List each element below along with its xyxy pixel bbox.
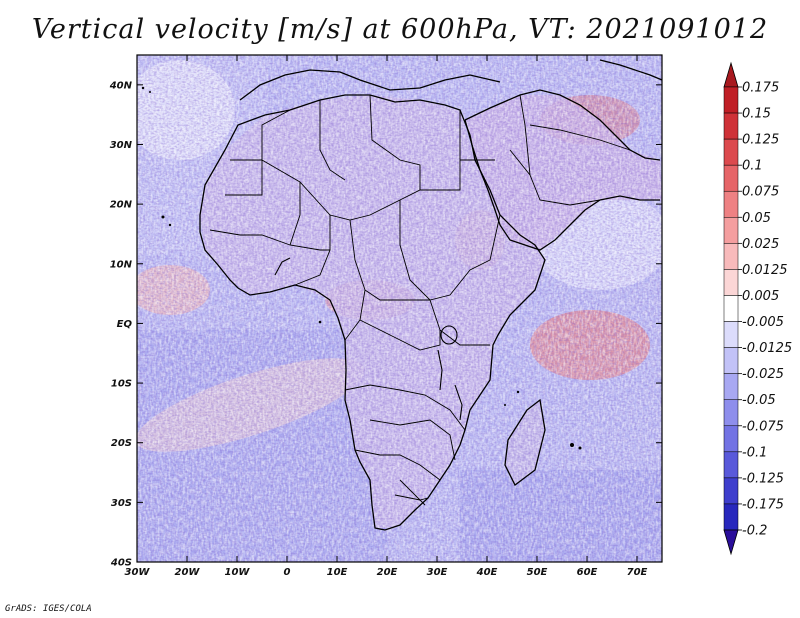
country-borders [209, 94, 631, 506]
colorbar-swatch [723, 451, 739, 479]
colorbar-label: 0.025 [742, 237, 779, 252]
colorbar-label: 0.005 [742, 289, 779, 304]
colorbar-swatch [723, 321, 739, 348]
colorbar-label: -0.175 [742, 497, 784, 512]
colorbar-swatch [723, 373, 739, 400]
colorbar-swatch [723, 138, 739, 166]
colorbar-swatch [723, 86, 739, 114]
lat-tick-label: 20N [110, 200, 133, 211]
lakes [274, 257, 463, 421]
lat-tick-label: 30N [110, 140, 133, 151]
colorbar-label: -0.05 [742, 393, 776, 408]
map-plot-area [137, 55, 662, 562]
colorbar-swatch [723, 347, 739, 374]
colorbar-swatch [723, 399, 739, 427]
colorbar-label: -0.075 [742, 419, 784, 434]
lon-tick-label: 70E [627, 567, 648, 578]
lat-tick-label: 10S [111, 379, 132, 390]
colorbar-label: -0.2 [742, 524, 767, 539]
colorbar-swatch [723, 243, 739, 270]
map-frame [136, 54, 663, 563]
colorbar-swatch [723, 217, 739, 244]
colorbar: 0.175 0.15 0.125 0.1 0.075 0.05 0.025 0.0125 0.0… [723, 61, 792, 556]
map-title: Vertical velocity [m/s] at 600hPa, VT: 2… [31, 14, 769, 45]
lon-tick-label: 10W [225, 567, 251, 578]
colorbar-swatch [723, 190, 739, 218]
latitude-axis: 40N 30N 20N 10N EQ 10S 20S 30S 40S [109, 80, 662, 569]
colorbar-label: 0.075 [742, 185, 779, 200]
colorbar-label: 0.15 [742, 107, 771, 122]
islands [141, 86, 582, 450]
lat-tick-label: 40S [110, 558, 132, 569]
colorbar-label: -0.125 [742, 471, 784, 486]
lon-tick-label: 50E [527, 567, 548, 578]
colorbar-label: -0.005 [742, 315, 784, 330]
colorbar-swatch [723, 477, 739, 505]
lat-tick-label: EQ [117, 319, 133, 330]
lon-tick-label: 30E [427, 567, 448, 578]
colorbar-label: 0.0125 [742, 263, 788, 278]
colorbar-label: 0.175 [742, 81, 779, 96]
colorbar-top-arrow [723, 61, 739, 88]
colorbar-swatch [723, 425, 739, 453]
lon-tick-label: 60E [577, 567, 598, 578]
longitude-axis: 30W 20W 10W 0 10E 20E 30E 40E 50E 60E 70E [125, 55, 648, 578]
colorbar-swatch [723, 164, 739, 192]
colorbar-swatch [723, 295, 739, 322]
lon-tick-label: 0 [284, 567, 291, 578]
lat-tick-label: 20S [111, 438, 132, 449]
lat-tick-label: 10N [110, 259, 133, 270]
colorbar-swatch [723, 503, 739, 531]
credit-text: GrADS: IGES/COLA [5, 604, 92, 614]
colorbar-label: 0.1 [742, 159, 763, 174]
colorbar-bottom-arrow [723, 529, 739, 556]
lon-tick-label: 20W [175, 567, 201, 578]
colorbar-label: 0.05 [742, 211, 771, 226]
lat-tick-label: 40N [109, 80, 133, 91]
colorbar-label: 0.125 [742, 133, 779, 148]
lon-tick-label: 10E [327, 567, 348, 578]
lon-tick-label: 40E [476, 567, 498, 578]
colorbar-swatch [723, 269, 739, 296]
colorbar-label: -0.0125 [742, 341, 792, 356]
colorbar-swatch [723, 112, 739, 140]
lon-tick-label: 20E [377, 567, 398, 578]
colorbar-label: -0.025 [742, 367, 784, 382]
lat-tick-label: 30S [111, 498, 132, 509]
coastlines [199, 59, 662, 531]
colorbar-label: -0.1 [742, 445, 767, 460]
lon-tick-label: 30W [125, 567, 151, 578]
field-texture [137, 55, 662, 562]
